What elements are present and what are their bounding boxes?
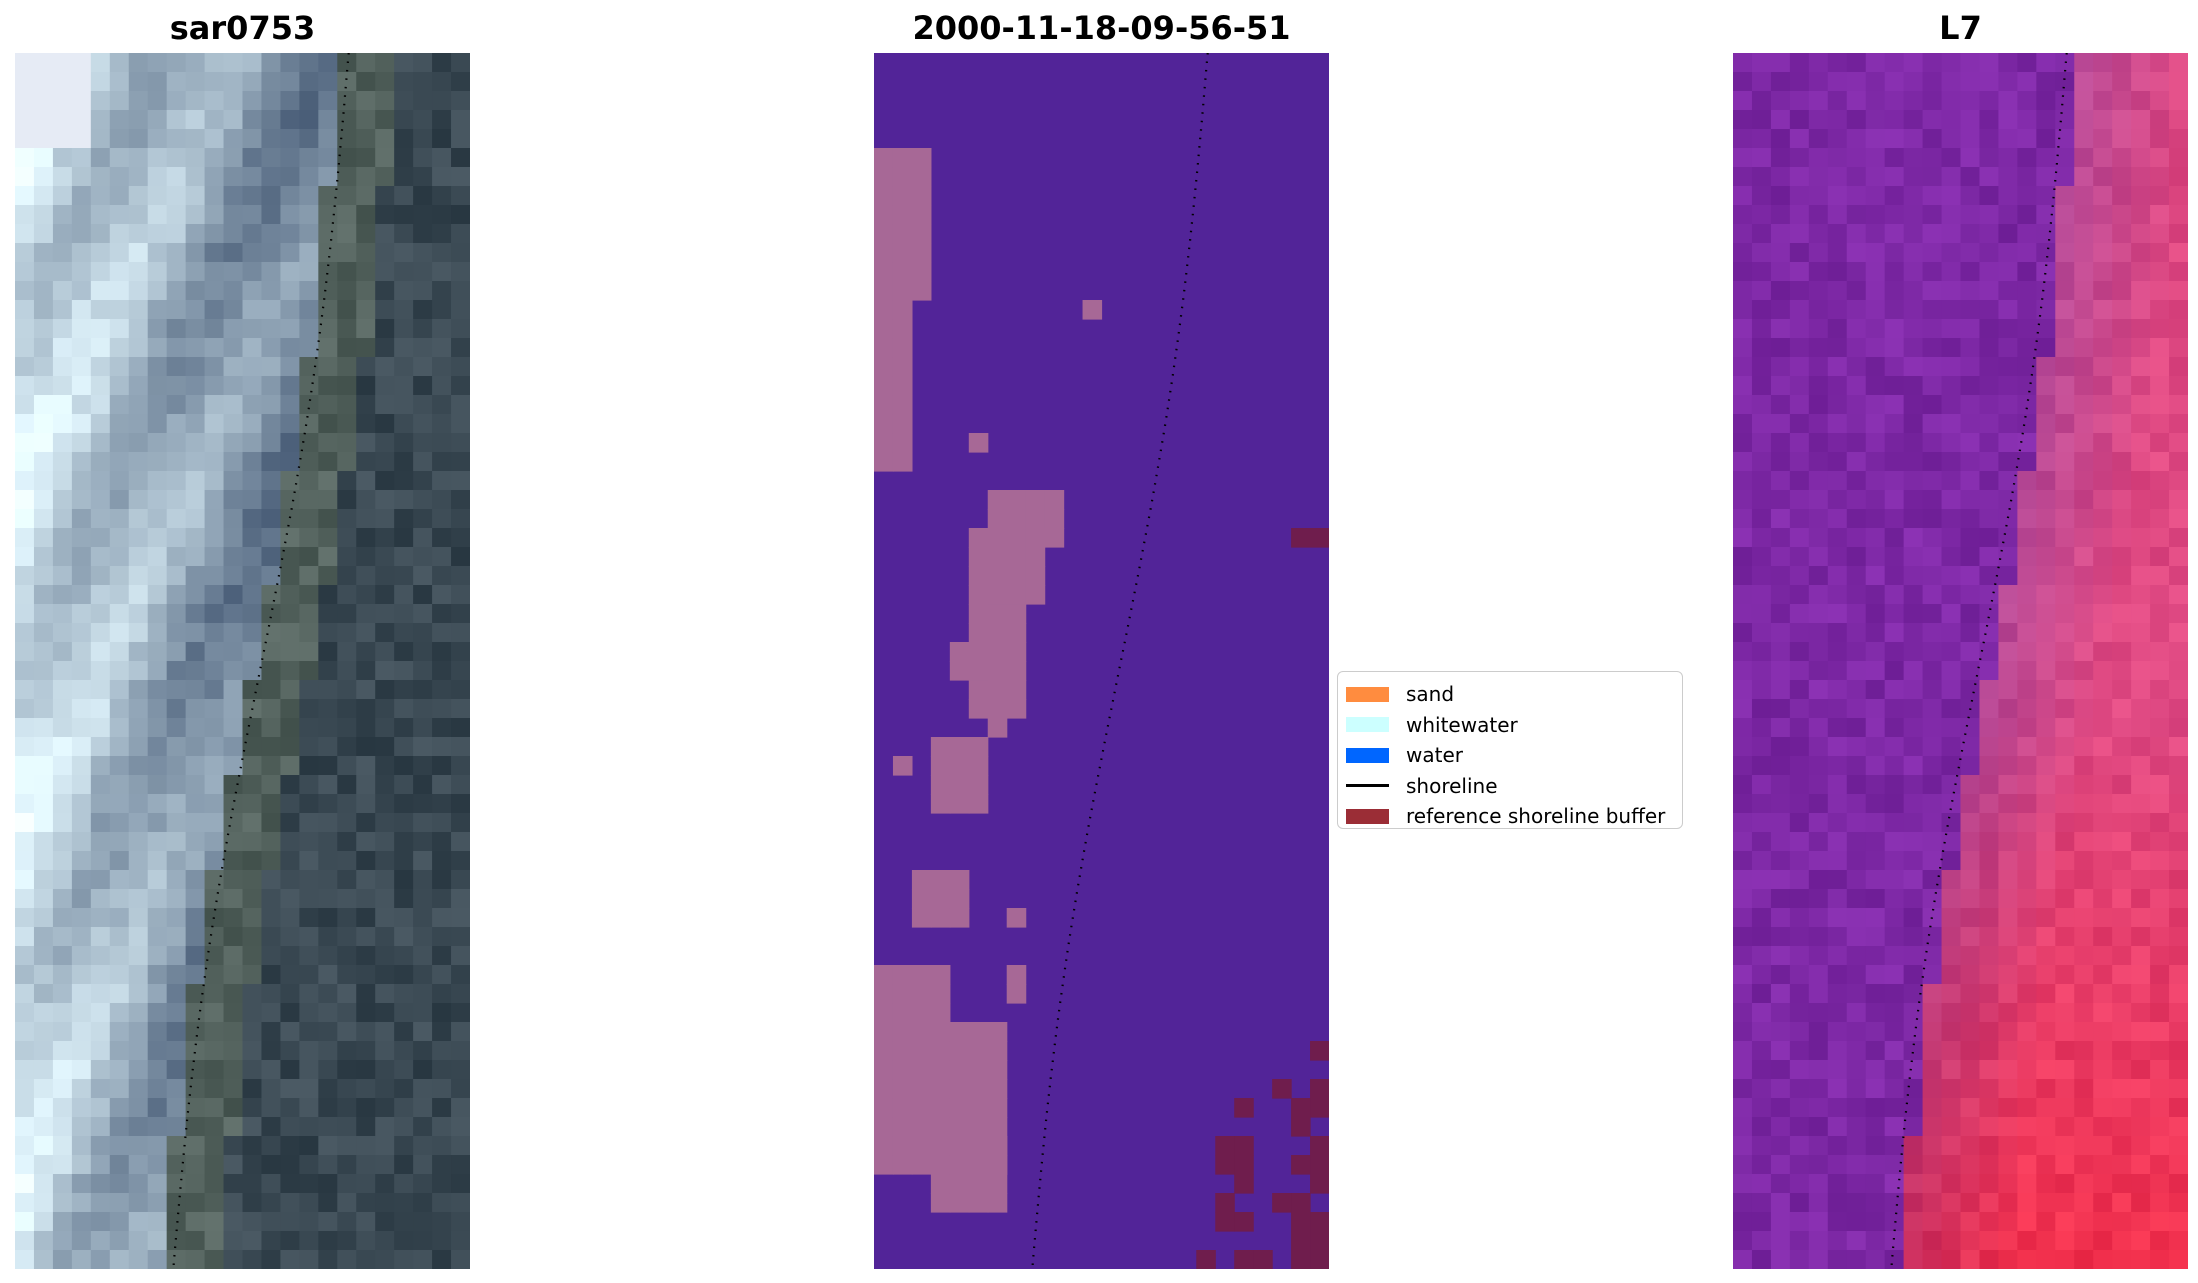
shoreline-line-swatch: [1346, 784, 1389, 788]
reference-buffer-swatch: [1346, 808, 1389, 824]
legend-label-whitewater: whitewater: [1406, 712, 1518, 737]
panel-title-classification: 2000-11-18-09-56-51: [912, 9, 1291, 47]
whitewater-swatch: [1346, 717, 1389, 733]
legend-item-whitewater: whitewater: [1346, 710, 1674, 741]
classification-pixel-grid: [874, 148, 1329, 1269]
legend-item-reference-buffer: reference shoreline buffer: [1346, 801, 1674, 832]
sand-swatch: [1346, 686, 1389, 702]
panel-title-index: L7: [1939, 9, 1982, 47]
rgb-pixel-grid: [15, 53, 470, 1269]
classification-image: [874, 53, 1329, 1269]
water-swatch: [1346, 747, 1389, 763]
legend-label-reference-buffer: reference shoreline buffer: [1406, 804, 1666, 829]
legend: sand whitewater water shoreline referenc…: [1337, 671, 1683, 829]
legend-label-sand: sand: [1406, 682, 1455, 707]
panel-title-rgb: sar0753: [169, 9, 316, 47]
rgb-satellite-image: [15, 53, 470, 1269]
index-pixel-grid: [1733, 53, 2188, 1269]
legend-item-water: water: [1346, 740, 1674, 771]
legend-label-shoreline: shoreline: [1406, 773, 1498, 798]
legend-label-water: water: [1406, 743, 1463, 768]
legend-item-shoreline: shoreline: [1346, 771, 1674, 802]
legend-item-sand: sand: [1346, 679, 1674, 710]
index-image: [1733, 53, 2188, 1269]
